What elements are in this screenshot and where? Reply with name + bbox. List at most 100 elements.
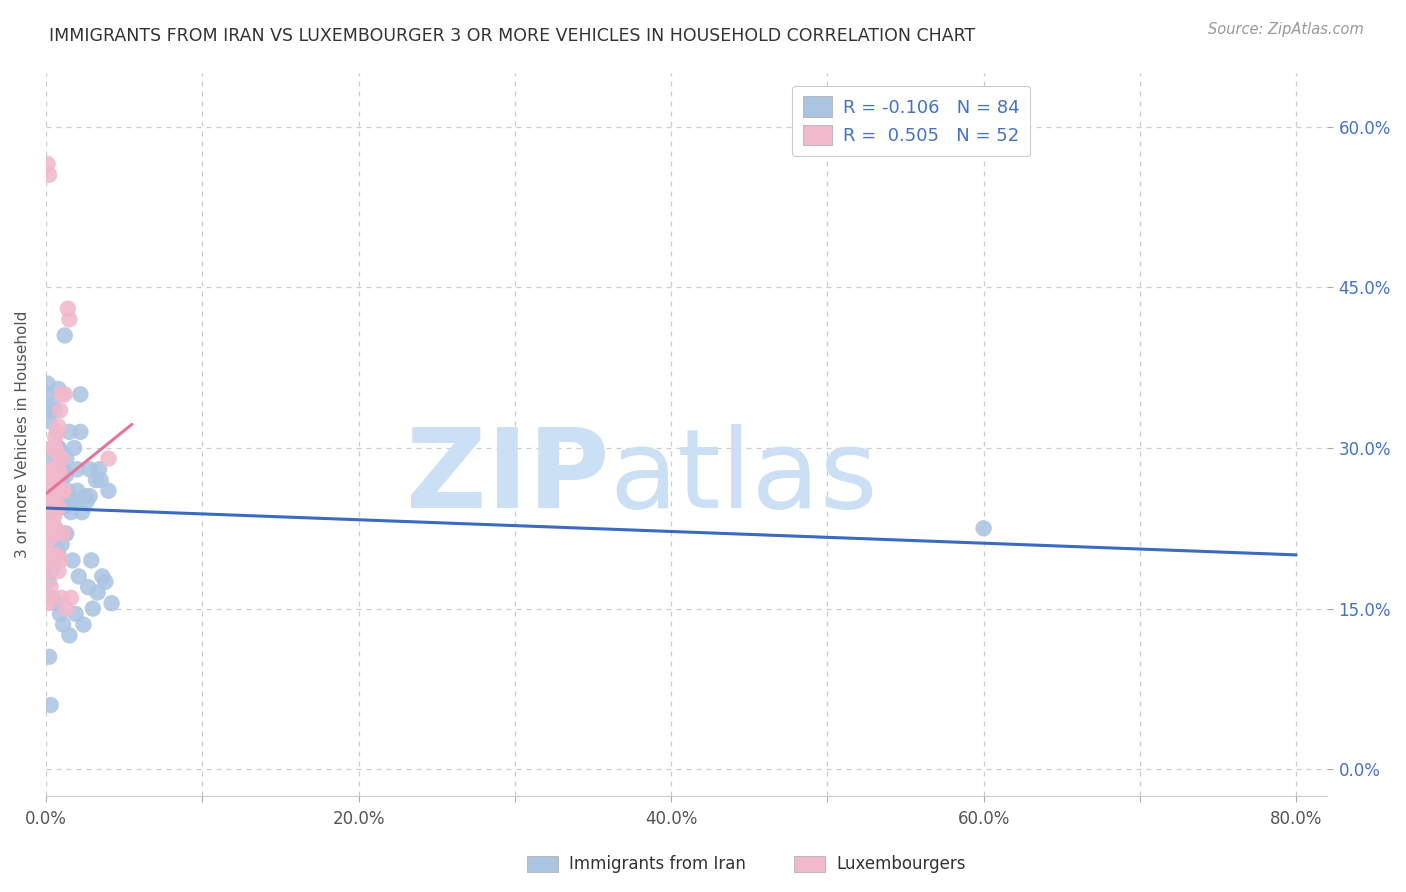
Point <box>44 521 66 535</box>
Point <box>79 489 101 503</box>
Point <box>42 441 65 455</box>
Point <box>51 473 73 487</box>
Point <box>52 617 75 632</box>
Point <box>39 500 62 514</box>
Point <box>55 467 77 482</box>
Point <box>91 569 114 583</box>
Point <box>55 601 77 615</box>
Point <box>39 403 62 417</box>
Point <box>45 446 67 460</box>
Point <box>41 441 63 455</box>
Point <box>42 462 65 476</box>
Point <box>48 483 70 498</box>
Y-axis label: 3 or more Vehicles in Household: 3 or more Vehicles in Household <box>15 310 30 558</box>
Point <box>76 494 98 508</box>
Point <box>90 473 112 487</box>
Point <box>87 462 110 476</box>
Point <box>80 553 103 567</box>
Point <box>52 462 75 476</box>
Point <box>51 462 73 476</box>
Point <box>49 467 72 482</box>
Point <box>45 548 67 562</box>
Point <box>39 500 62 514</box>
Point <box>52 483 75 498</box>
Point <box>51 451 73 466</box>
Point <box>42 494 65 508</box>
Point <box>42 526 65 541</box>
Point <box>56 301 79 316</box>
Point <box>73 489 96 503</box>
Point <box>58 425 80 439</box>
Point <box>79 462 101 476</box>
Point <box>63 441 86 455</box>
Text: ZIP: ZIP <box>406 425 610 532</box>
Point <box>51 591 73 605</box>
Point <box>51 446 73 460</box>
Point <box>59 505 82 519</box>
Point <box>45 425 67 439</box>
Point <box>39 451 62 466</box>
Point <box>65 607 87 621</box>
Point <box>39 698 62 712</box>
Point <box>42 462 65 476</box>
Point <box>49 467 72 482</box>
Point <box>55 451 77 466</box>
Point <box>48 441 70 455</box>
Text: atlas: atlas <box>610 425 879 532</box>
Point <box>38 649 60 664</box>
Point <box>63 494 86 508</box>
Point <box>39 548 62 562</box>
Point <box>51 387 73 401</box>
Point <box>44 430 66 444</box>
Point <box>38 553 60 567</box>
Point <box>77 580 100 594</box>
Point <box>37 376 59 391</box>
Point <box>37 564 59 578</box>
Point <box>97 483 120 498</box>
Point <box>41 526 63 541</box>
Point <box>94 574 117 589</box>
Point <box>51 537 73 551</box>
Point <box>100 596 122 610</box>
Point <box>70 505 93 519</box>
Point <box>48 419 70 434</box>
Point <box>42 558 65 573</box>
Point <box>48 462 70 476</box>
Point <box>44 441 66 455</box>
Point <box>38 574 60 589</box>
Point <box>53 500 76 514</box>
Point <box>39 521 62 535</box>
Point <box>48 441 70 455</box>
Point <box>38 168 60 182</box>
Point <box>44 537 66 551</box>
Point <box>58 628 80 642</box>
Point <box>39 473 62 487</box>
Point <box>44 596 66 610</box>
Point <box>44 446 66 460</box>
Point <box>49 403 72 417</box>
Point <box>58 312 80 326</box>
Point <box>38 553 60 567</box>
Point <box>44 403 66 417</box>
Point <box>97 451 120 466</box>
Point <box>39 478 62 492</box>
Point <box>86 585 108 599</box>
Point <box>49 607 72 621</box>
Point <box>44 505 66 519</box>
Point <box>53 328 76 343</box>
Point <box>41 494 63 508</box>
Point <box>48 500 70 514</box>
Point <box>69 425 91 439</box>
Point <box>55 526 77 541</box>
Point <box>39 483 62 498</box>
Text: IMMIGRANTS FROM IRAN VS LUXEMBOURGER 3 OR MORE VEHICLES IN HOUSEHOLD CORRELATION: IMMIGRANTS FROM IRAN VS LUXEMBOURGER 3 O… <box>49 27 976 45</box>
Legend: R = -0.106   N = 84, R =  0.505   N = 52: R = -0.106 N = 84, R = 0.505 N = 52 <box>792 86 1031 156</box>
Point <box>44 521 66 535</box>
Point <box>41 462 63 476</box>
Point <box>84 473 107 487</box>
Point <box>48 382 70 396</box>
Point <box>42 473 65 487</box>
Point <box>69 387 91 401</box>
Point <box>56 483 79 498</box>
Point <box>48 548 70 562</box>
